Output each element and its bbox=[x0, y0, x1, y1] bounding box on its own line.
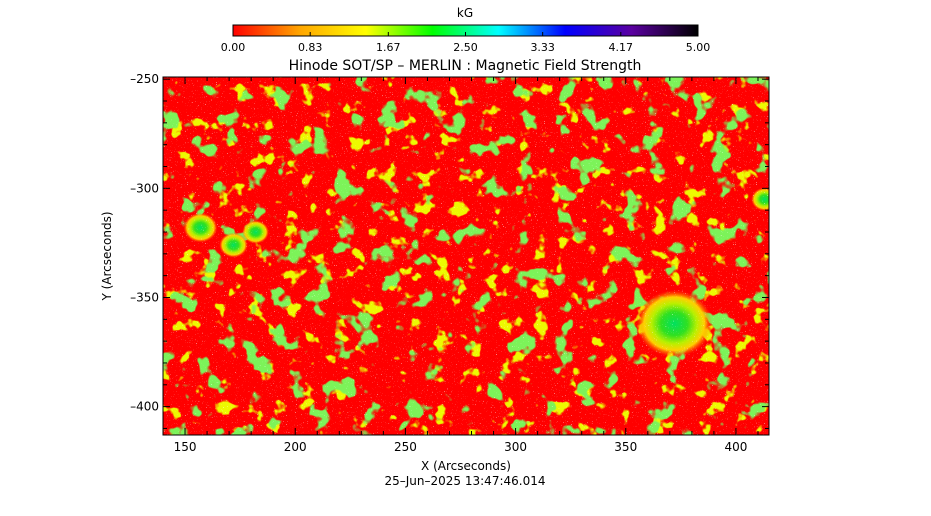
noise-speckle bbox=[163, 77, 769, 435]
colorbar-tick-label: 0.00 bbox=[221, 41, 246, 54]
x-tick-label: 200 bbox=[284, 440, 307, 454]
colorbar-tick-label: 2.50 bbox=[453, 41, 478, 54]
colorbar-tick-label: 3.33 bbox=[530, 41, 555, 54]
x-tick-label: 350 bbox=[614, 440, 637, 454]
colorbar-tick-label: 4.17 bbox=[609, 41, 634, 54]
colorbar-tick-label: 1.67 bbox=[376, 41, 401, 54]
x-tick-label: 250 bbox=[394, 440, 417, 454]
plot-frame bbox=[162, 76, 770, 436]
y-tick-label: –250 bbox=[130, 72, 159, 86]
chart-title: Hinode SOT/SP – MERLIN : Magnetic Field … bbox=[289, 58, 642, 74]
y-tick-label: –300 bbox=[130, 181, 159, 195]
y-tick-label: –350 bbox=[130, 290, 159, 304]
y-axis-label: Y (Arcseconds) bbox=[100, 211, 114, 301]
x-tick-label: 400 bbox=[724, 440, 747, 454]
timestamp: 25–Jun–2025 13:47:46.014 bbox=[385, 474, 546, 488]
colorbar: 0.00 0.83 1.67 2.50 3.33 4.17 5.00 bbox=[221, 24, 711, 54]
colorbar-tick-label: 5.00 bbox=[686, 41, 711, 54]
y-tick-label: –400 bbox=[130, 400, 159, 414]
x-tick-label: 300 bbox=[504, 440, 527, 454]
x-axis-label: X (Arcseconds) bbox=[421, 459, 511, 473]
x-tick-label: 150 bbox=[174, 440, 197, 454]
plot-axes: 150 200 250 300 350 400 –250 –300 –350 –400 bbox=[130, 72, 770, 454]
colorbar-tick-label: 0.83 bbox=[298, 41, 323, 54]
colorbar-unit-label: kG bbox=[457, 6, 473, 20]
magnetic-field-map bbox=[163, 77, 769, 435]
